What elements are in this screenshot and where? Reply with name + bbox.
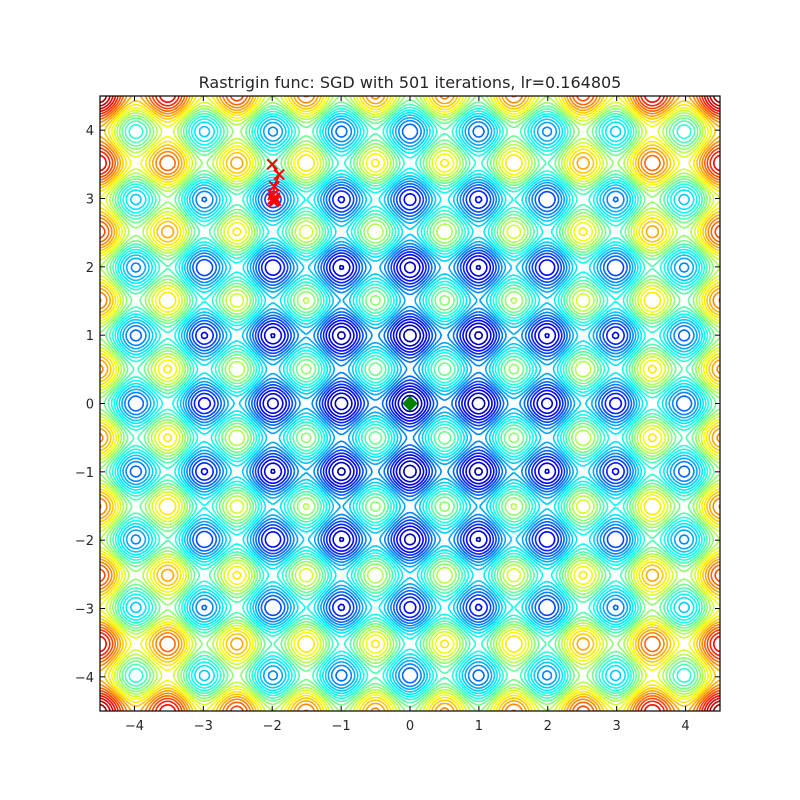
contour-level-1 — [334, 328, 486, 479]
y-axis: −4 −3 −2 −1 0 1 2 3 4 — [75, 124, 720, 686]
x-tick-label: 3 — [613, 719, 621, 734]
x-tick-label: −3 — [194, 719, 213, 734]
x-tick-label: −4 — [125, 719, 144, 734]
contour-level-24 — [100, 96, 720, 711]
y-tick-label: −1 — [75, 466, 94, 481]
x-tick-label: 4 — [681, 719, 689, 734]
sgd-path-point-0 — [266, 158, 278, 171]
x-axis: −4 −3 −2 −1 0 1 2 3 4 — [125, 96, 690, 734]
contour-level-9 — [121, 116, 699, 691]
contour-level-2 — [266, 261, 554, 546]
contour-level-26 — [100, 96, 720, 711]
contour-level-3 — [262, 257, 558, 550]
y-tick-label: −2 — [75, 534, 94, 549]
global-minimum-marker — [402, 395, 418, 412]
contour-level-28 — [100, 96, 720, 711]
contour-level-18 — [100, 96, 720, 711]
y-tick-label: −4 — [75, 671, 94, 686]
contour-level-27 — [100, 96, 720, 711]
contour-level-14 — [107, 103, 713, 704]
contour-level-10 — [118, 114, 702, 693]
contour-level-19 — [100, 96, 720, 711]
global-minimum-layer — [402, 395, 418, 412]
contour-level-11 — [115, 111, 705, 696]
sgd-path-point-1 — [273, 168, 285, 181]
contour-level-17 — [100, 96, 720, 711]
y-tick-label: 1 — [86, 329, 94, 344]
contour-level-22 — [100, 96, 720, 711]
x-tick-label: 0 — [406, 719, 414, 734]
contour-level-6 — [190, 185, 630, 622]
chart-title: Rastrigin func: SGD with 501 iterations,… — [199, 73, 622, 92]
sgd-path-point-2 — [268, 180, 280, 192]
contour-level-13 — [110, 106, 710, 701]
contour-level-15 — [103, 99, 717, 708]
y-tick-label: 2 — [86, 261, 94, 276]
sgd-path-point-9 — [269, 192, 281, 204]
contour-level-30 — [100, 96, 720, 711]
x-tick-label: 2 — [544, 719, 552, 734]
contour-level-4 — [197, 193, 623, 614]
contour-level-5 — [193, 188, 627, 619]
sgd-path-layer — [266, 158, 285, 208]
y-tick-label: 4 — [86, 124, 94, 139]
contour-level-29 — [100, 96, 720, 711]
x-tick-label: −2 — [263, 719, 282, 734]
y-tick-label: −3 — [75, 603, 94, 618]
y-tick-label: 3 — [86, 193, 94, 208]
contour-level-7 — [127, 123, 693, 684]
contour-level-8 — [124, 119, 696, 688]
contour-level-21 — [100, 96, 720, 711]
y-tick-label: 0 — [86, 398, 94, 413]
contour-level-23 — [100, 96, 720, 711]
contour-level-25 — [100, 96, 720, 711]
contour-level-16 — [100, 96, 720, 711]
contour-layer — [100, 96, 720, 711]
contour-level-20 — [100, 96, 720, 711]
contour-level-12 — [113, 109, 707, 698]
x-tick-label: 1 — [475, 719, 483, 734]
x-tick-label: −1 — [332, 719, 351, 734]
